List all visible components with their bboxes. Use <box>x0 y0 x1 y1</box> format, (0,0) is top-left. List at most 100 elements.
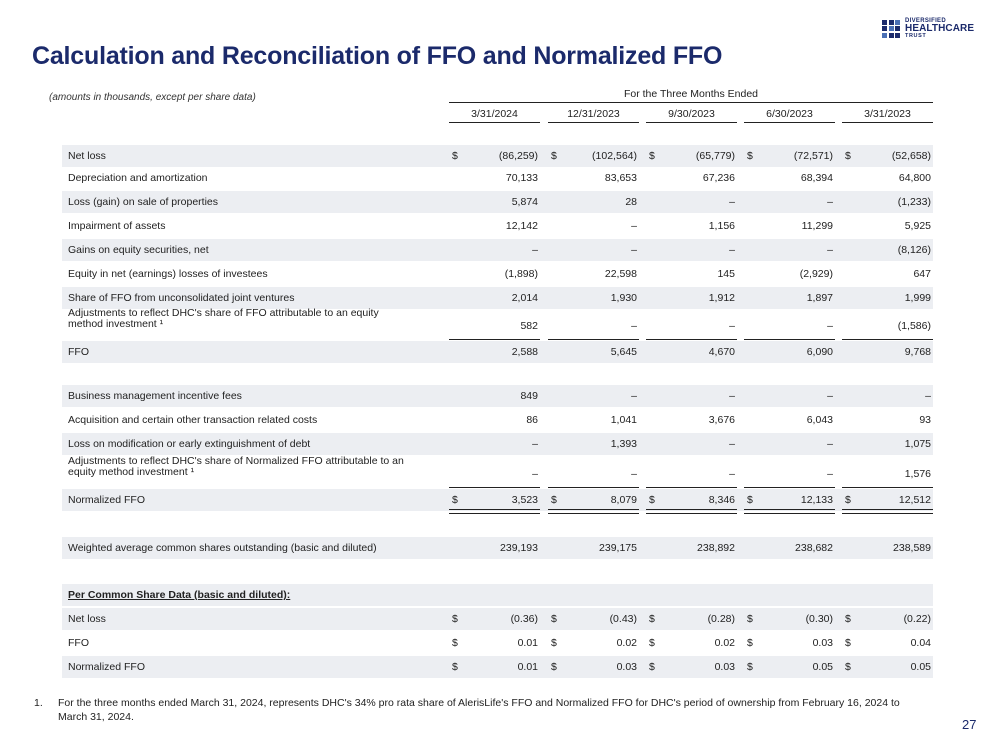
dollar-sign: $ <box>845 150 851 162</box>
dollar-sign: $ <box>747 150 753 162</box>
dollar-sign: $ <box>551 613 557 625</box>
page-number: 27 <box>962 717 977 732</box>
cell-value: – <box>631 390 637 402</box>
cell-value: 849 <box>520 390 538 402</box>
dollar-sign: $ <box>845 494 851 506</box>
column-header: 9/30/2023 <box>646 108 737 123</box>
table-row: Impairment of assets 12,142 – 1,156 11,299 5,… <box>62 215 933 237</box>
table-row: FFO 2,588 5,645 4,670 6,090 9,768 <box>62 341 933 363</box>
footnote-number: 1. <box>34 697 43 709</box>
cell-value: 8,079 <box>610 494 637 506</box>
dollar-sign: $ <box>551 494 557 506</box>
table-row: FFO $0.01 $0.02 $0.02 $0.03 $0.04 <box>62 632 933 654</box>
cell-value: 22,598 <box>604 268 637 280</box>
cell-value: (1,233) <box>897 196 931 208</box>
cell-value: 11,299 <box>801 220 833 232</box>
logo-line-2: HEALTHCARE <box>905 23 975 34</box>
row-label: Business management incentive fees <box>68 390 242 402</box>
dollar-sign: $ <box>845 637 851 649</box>
cell-value: (52,658) <box>891 150 931 162</box>
row-label: Impairment of assets <box>68 220 166 232</box>
cell-value: – <box>729 468 735 480</box>
cell-value: 0.03 <box>616 661 637 673</box>
table-row: Share of FFO from unconsolidated joint v… <box>62 287 933 309</box>
amounts-note: (amounts in thousands, except per share … <box>49 92 256 103</box>
dollar-sign: $ <box>845 613 851 625</box>
cell-value: – <box>827 468 833 480</box>
dollar-sign: $ <box>649 637 655 649</box>
table-row: Net loss $ (0.36) $ (0.43) $ (0.28) $ (0.30) $ (0.… <box>62 608 933 630</box>
cell-value: – <box>827 438 833 450</box>
cell-value: 647 <box>913 268 931 280</box>
subtotal-rule <box>548 339 639 340</box>
cell-value: 0.02 <box>714 637 735 649</box>
row-label: Equity in net (earnings) losses of inves… <box>68 268 268 280</box>
cell-value: 1,897 <box>806 292 833 304</box>
cell-value: 238,682 <box>795 542 833 554</box>
logo-line-3: TRUST <box>905 33 927 39</box>
cell-value: 12,133 <box>800 494 833 506</box>
subtotal-rule <box>744 487 835 488</box>
table-row: Net loss $ (86,259) $ (102,564) $ (65,779) $ (72… <box>62 145 933 167</box>
row-label: Gains on equity securities, net <box>68 244 209 256</box>
cell-value: – <box>729 196 735 208</box>
cell-value: 6,043 <box>806 414 833 426</box>
cell-value: 3,676 <box>708 414 735 426</box>
dollar-sign: $ <box>649 661 655 673</box>
logo-grid-icon <box>882 19 900 38</box>
cell-value: 68,394 <box>800 172 833 184</box>
cell-value: 1,930 <box>610 292 637 304</box>
company-logo: DIVERSIFIED HEALTHCARE TRUST <box>882 18 974 40</box>
table-row: Acquisition and certain other transactio… <box>62 409 933 431</box>
table-row: Business management incentive fees 849 – – –… <box>62 385 933 407</box>
cell-value: 582 <box>520 320 538 332</box>
row-label: Loss (gain) on sale of properties <box>68 196 218 208</box>
cell-value: – <box>827 196 833 208</box>
dollar-sign: $ <box>649 613 655 625</box>
cell-value: – <box>532 468 538 480</box>
cell-value: – <box>631 220 637 232</box>
cell-value: 8,346 <box>708 494 735 506</box>
row-label: Normalized FFO <box>68 494 146 506</box>
row-label: FFO <box>68 637 89 649</box>
dollar-sign: $ <box>452 637 458 649</box>
cell-value: – <box>631 320 637 332</box>
cell-value: (0.36) <box>510 613 538 625</box>
dollar-sign: $ <box>452 661 458 673</box>
column-header: 6/30/2023 <box>744 108 835 123</box>
cell-value: (0.43) <box>609 613 637 625</box>
cell-value: 83,653 <box>604 172 637 184</box>
total-double-rule <box>646 509 737 514</box>
cell-value: 1,999 <box>904 292 931 304</box>
total-double-rule <box>548 509 639 514</box>
cell-value: 28 <box>625 196 637 208</box>
dollar-sign: $ <box>747 661 753 673</box>
table-row: Loss (gain) on sale of properties 5,874 28… <box>62 191 933 213</box>
cell-value: 5,874 <box>511 196 538 208</box>
subtotal-rule <box>548 487 639 488</box>
cell-value: (1,898) <box>504 268 538 280</box>
row-label: Adjustments to reflect DHC's share of FF… <box>68 307 379 330</box>
subtotal-rule <box>646 339 737 340</box>
cell-value: 0.03 <box>714 661 735 673</box>
table-row: Gains on equity securities, net – – – – (8,12… <box>62 239 933 261</box>
table-row: Normalized FFO $3,523 $8,079 $8,346 $12,133 $… <box>62 489 933 511</box>
cell-value: – <box>827 320 833 332</box>
cell-value: (0.22) <box>903 613 931 625</box>
footnote-text: For the three months ended March 31, 202… <box>58 697 900 723</box>
cell-value: 1,576 <box>904 468 931 480</box>
table-row: Per Common Share Data (basic and diluted… <box>62 584 933 606</box>
table-row: Adjustments to reflect DHC's share of No… <box>62 456 933 485</box>
dollar-sign: $ <box>452 613 458 625</box>
cell-value: – <box>729 320 735 332</box>
cell-value: 239,175 <box>599 542 637 554</box>
cell-value: 12,512 <box>898 494 931 506</box>
cell-value: 5,925 <box>904 220 931 232</box>
cell-value: (102,564) <box>592 150 637 162</box>
row-label: Share of FFO from unconsolidated joint v… <box>68 292 295 304</box>
cell-value: – <box>631 468 637 480</box>
cell-value: 93 <box>919 414 931 426</box>
row-label: FFO <box>68 346 89 358</box>
dollar-sign: $ <box>747 494 753 506</box>
table-row: Weighted average common shares outstandi… <box>62 537 933 559</box>
